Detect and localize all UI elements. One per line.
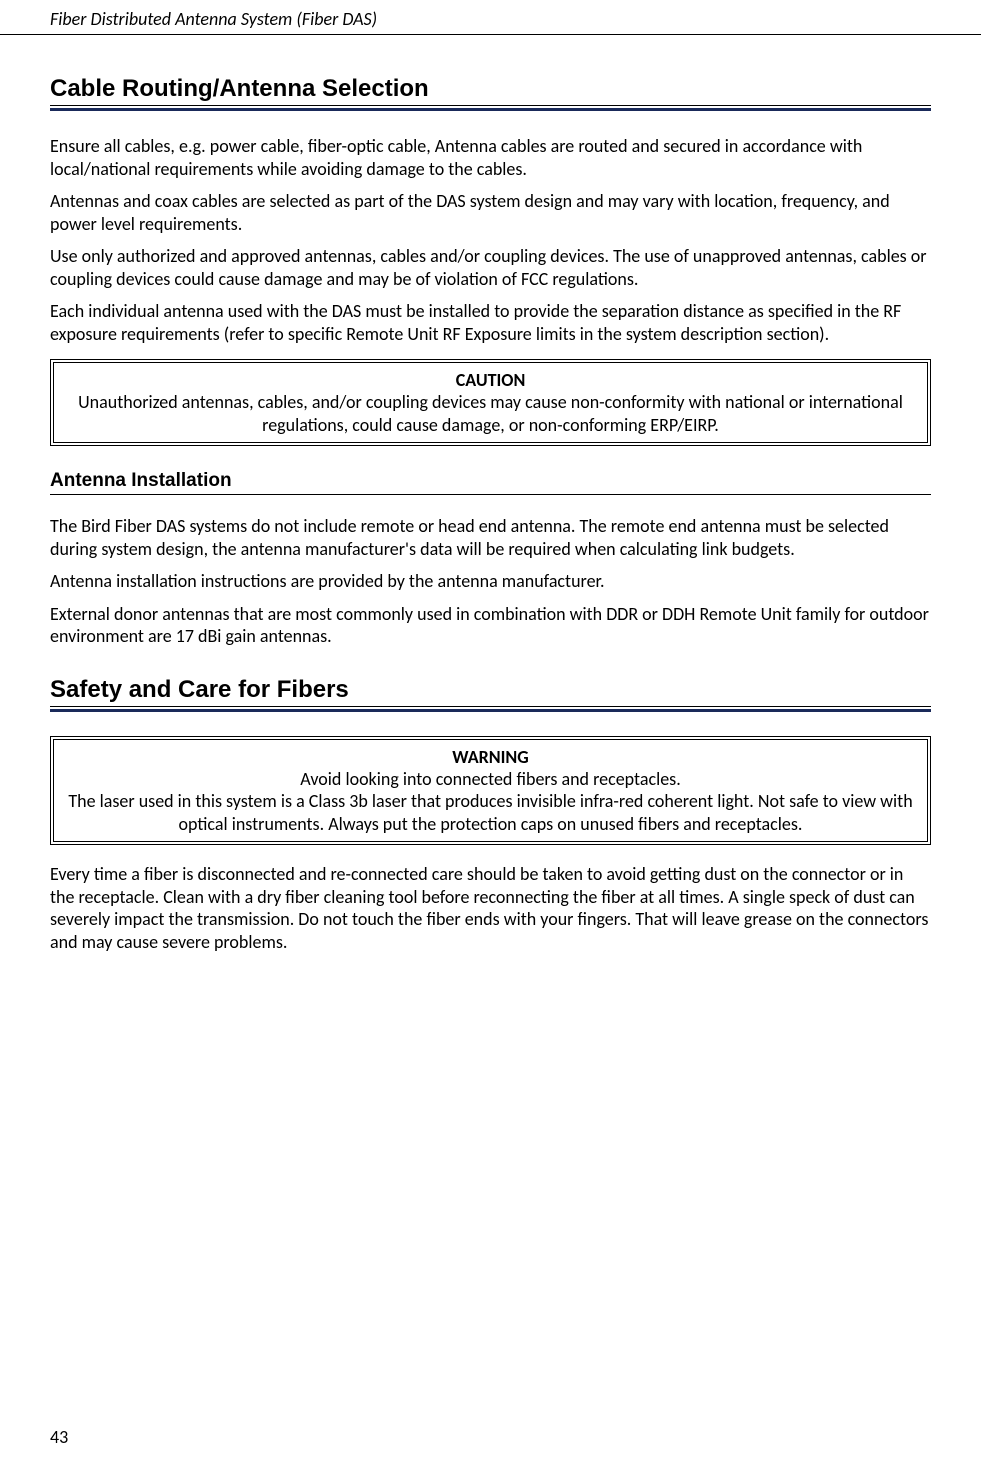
section-heading-safety: Safety and Care for Fibers bbox=[50, 676, 931, 707]
page-content: Cable Routing/Antenna Selection Ensure a… bbox=[0, 35, 981, 953]
caution-text: Unauthorized antennas, cables, and/or co… bbox=[64, 391, 917, 436]
heading-rule bbox=[50, 108, 931, 111]
body-text: The Bird Fiber DAS systems do not includ… bbox=[50, 515, 931, 560]
section-heading-antenna-installation: Antenna Installation bbox=[50, 470, 931, 495]
body-text: Use only authorized and approved antenna… bbox=[50, 245, 931, 290]
section-heading-cable-routing: Cable Routing/Antenna Selection bbox=[50, 75, 931, 106]
caution-box-inner: CAUTION Unauthorized antennas, cables, a… bbox=[53, 362, 928, 443]
body-text: Antennas and coax cables are selected as… bbox=[50, 190, 931, 235]
page-number: 43 bbox=[50, 1426, 68, 1448]
warning-title: WARNING bbox=[64, 746, 917, 768]
page: Fiber Distributed Antenna System (Fiber … bbox=[0, 0, 981, 1468]
body-text: Ensure all cables, e.g. power cable, fib… bbox=[50, 135, 931, 180]
warning-text: Avoid looking into connected fibers and … bbox=[64, 768, 917, 791]
warning-box: WARNING Avoid looking into connected fib… bbox=[50, 736, 931, 846]
warning-box-inner: WARNING Avoid looking into connected fib… bbox=[53, 739, 928, 843]
warning-text: The laser used in this system is a Class… bbox=[64, 790, 917, 835]
body-text: Antenna installation instructions are pr… bbox=[50, 570, 931, 593]
body-text: External donor antennas that are most co… bbox=[50, 603, 931, 648]
caution-box: CAUTION Unauthorized antennas, cables, a… bbox=[50, 359, 931, 446]
body-text: Each individual antenna used with the DA… bbox=[50, 300, 931, 345]
header-title: Fiber Distributed Antenna System (Fiber … bbox=[50, 8, 377, 30]
body-text: Every time a fiber is disconnected and r… bbox=[50, 863, 931, 953]
heading-rule bbox=[50, 709, 931, 712]
page-header: Fiber Distributed Antenna System (Fiber … bbox=[0, 0, 981, 35]
caution-title: CAUTION bbox=[64, 369, 917, 391]
